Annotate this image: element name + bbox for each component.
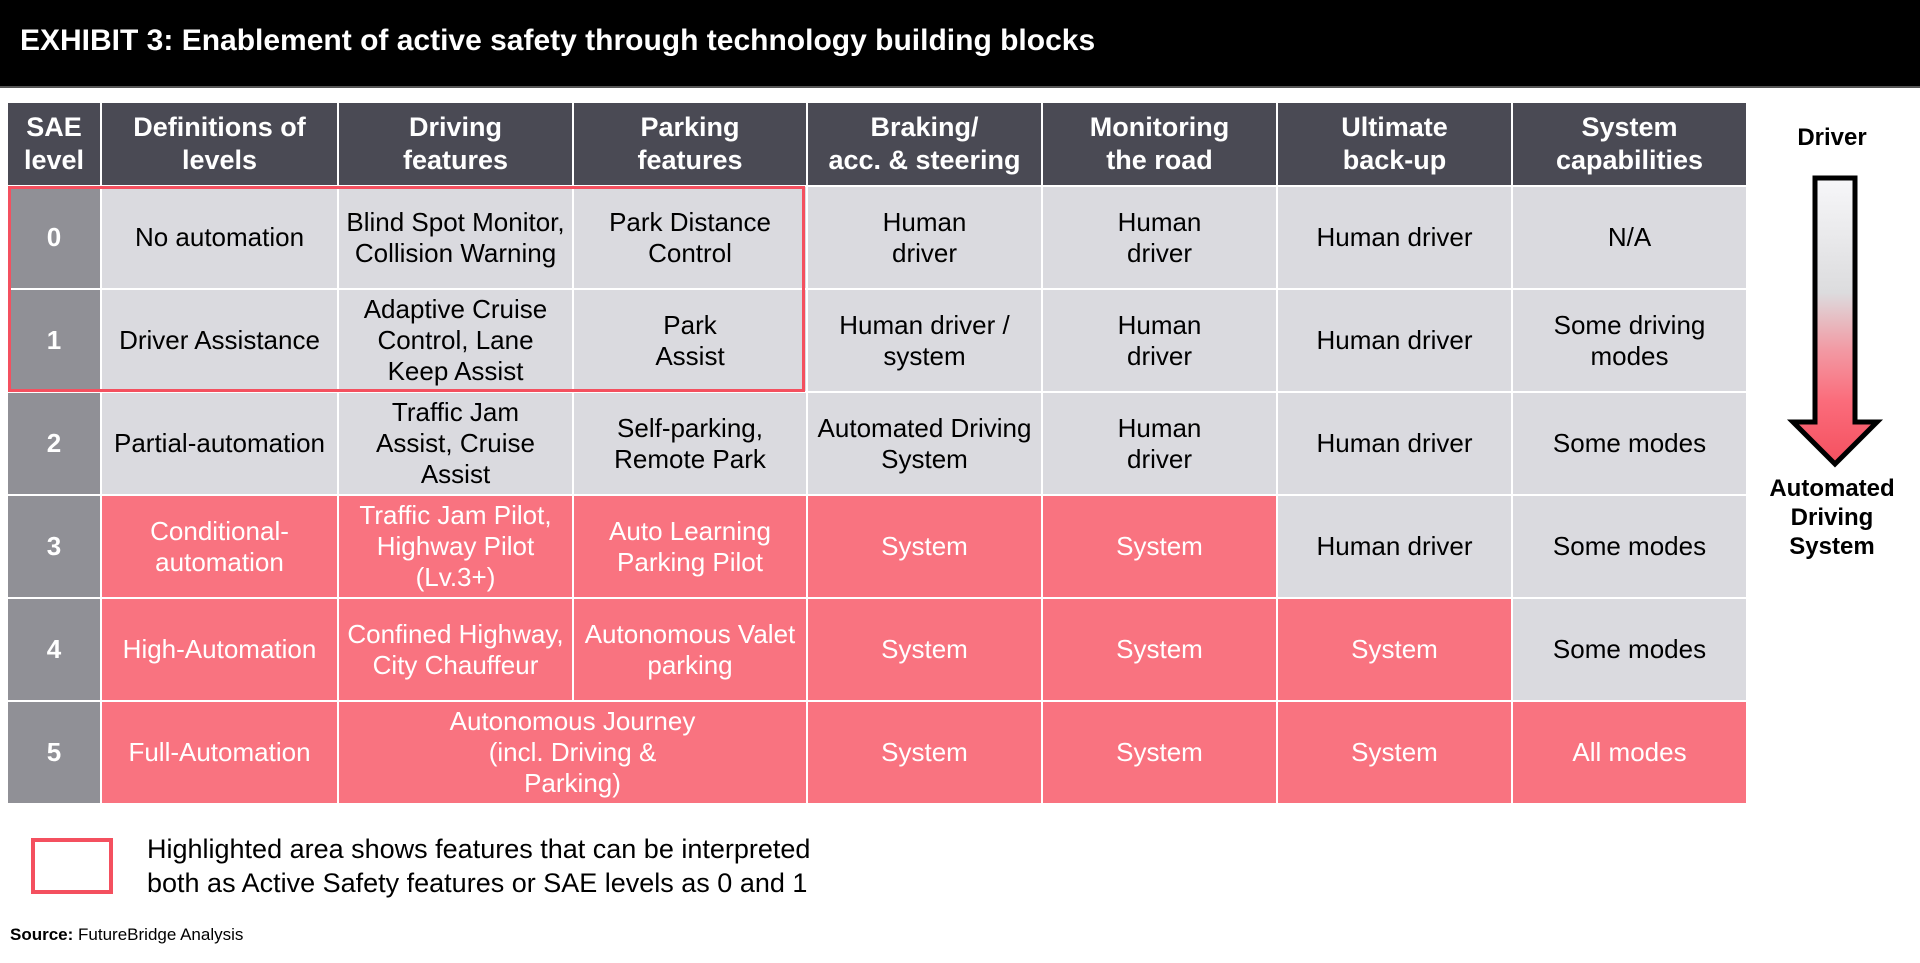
source-note: Source: FutureBridge Analysis (10, 925, 243, 945)
table-row: 4 High-Automation Confined Highway, City… (6, 597, 1748, 702)
definition-cell: No automation (100, 185, 339, 290)
driving-cell: Traffic Jam Assist, Cruise Assist (337, 391, 574, 496)
parking-cell: Autonomous Valet parking (572, 597, 808, 702)
definition-cell: Full-Automation (100, 700, 339, 805)
braking-cell: System (806, 700, 1043, 805)
braking-cell: Automated Driving System (806, 391, 1043, 496)
source-label: Source: (10, 925, 74, 944)
legend-highlight-swatch (31, 838, 113, 894)
backup-cell: Human driver (1276, 391, 1513, 496)
monitoring-cell: Human driver (1041, 391, 1278, 496)
braking-cell: Human driver (806, 185, 1043, 290)
level-cell: 3 (6, 494, 102, 599)
parking-cell: Self-parking, Remote Park (572, 391, 808, 496)
arrow-bottom-label: Automated Driving System (1769, 475, 1895, 560)
driving-cell: Blind Spot Monitor, Collision Warning (337, 185, 574, 290)
level-cell: 1 (6, 288, 102, 393)
braking-cell: System (806, 494, 1043, 599)
table-row: 2 Partial-automation Traffic Jam Assist,… (6, 391, 1748, 496)
definition-cell: Partial-automation (100, 391, 339, 496)
header-sae-level: SAE level (6, 101, 102, 187)
driving-cell: Traffic Jam Pilot, Highway Pilot (Lv.3+) (337, 494, 574, 599)
monitoring-cell: Human driver (1041, 185, 1278, 290)
capabilities-cell: Some modes (1511, 391, 1748, 496)
header-row: SAE level Definitions of levels Driving fea… (6, 101, 1748, 187)
parking-cell: Park Distance Control (572, 185, 808, 290)
level-cell: 2 (6, 391, 102, 496)
arrow-top-label: Driver (1797, 124, 1867, 151)
capabilities-cell: Some modes (1511, 494, 1748, 599)
table-row: 3 Conditional-automation Traffic Jam Pil… (6, 494, 1748, 599)
level-cell: 4 (6, 597, 102, 702)
backup-cell: System (1276, 597, 1513, 702)
title-bar: EXHIBIT 3: Enablement of active safety t… (0, 0, 1920, 88)
table-row: 0 No automation Blind Spot Monitor, Coll… (6, 185, 1748, 290)
header-braking: Braking/acc. & steering (806, 101, 1043, 187)
down-arrow-icon (1786, 175, 1884, 468)
capabilities-cell: Some driving modes (1511, 288, 1748, 393)
header-capabilities: System capabilities (1511, 101, 1748, 187)
header-definitions: Definitions of levels (100, 101, 339, 187)
braking-cell: System (806, 597, 1043, 702)
backup-cell: Human driver (1276, 494, 1513, 599)
monitoring-cell: System (1041, 597, 1278, 702)
driving-cell: Confined Highway, City Chauffeur (337, 597, 574, 702)
source-value: FutureBridge Analysis (78, 925, 244, 944)
parking-cell: Auto Learning Parking Pilot (572, 494, 808, 599)
table-row: 1 Driver Assistance Adaptive Cruise Cont… (6, 288, 1748, 393)
capabilities-cell: All modes (1511, 700, 1748, 805)
definition-cell: Driver Assistance (100, 288, 339, 393)
sae-levels-table: SAE level Definitions of levels Driving fea… (6, 101, 1748, 805)
driving-parking-merged-cell: Autonomous Journey (incl. Driving & Park… (337, 700, 808, 805)
backup-cell: System (1276, 700, 1513, 805)
capabilities-cell: N/A (1511, 185, 1748, 290)
header-parking-features: Parking features (572, 101, 808, 187)
monitoring-cell: System (1041, 700, 1278, 805)
level-cell: 5 (6, 700, 102, 805)
level-cell: 0 (6, 185, 102, 290)
capabilities-cell: Some modes (1511, 597, 1748, 702)
legend-text: Highlighted area shows features that can… (147, 834, 811, 898)
header-driving-features: Driving features (337, 101, 574, 187)
driving-cell: Adaptive Cruise Control, Lane Keep Assis… (337, 288, 574, 393)
table-row: 5 Full-Automation Autonomous Journey (in… (6, 700, 1748, 805)
header-monitoring: Monitoring the road (1041, 101, 1278, 187)
monitoring-cell: System (1041, 494, 1278, 599)
parking-cell: Park Assist (572, 288, 808, 393)
backup-cell: Human driver (1276, 288, 1513, 393)
page-title: EXHIBIT 3: Enablement of active safety t… (20, 24, 1096, 57)
backup-cell: Human driver (1276, 185, 1513, 290)
definition-cell: High-Automation (100, 597, 339, 702)
header-backup: Ultimate back-up (1276, 101, 1513, 187)
definition-cell: Conditional-automation (100, 494, 339, 599)
monitoring-cell: Human driver (1041, 288, 1278, 393)
braking-cell: Human driver / system (806, 288, 1043, 393)
